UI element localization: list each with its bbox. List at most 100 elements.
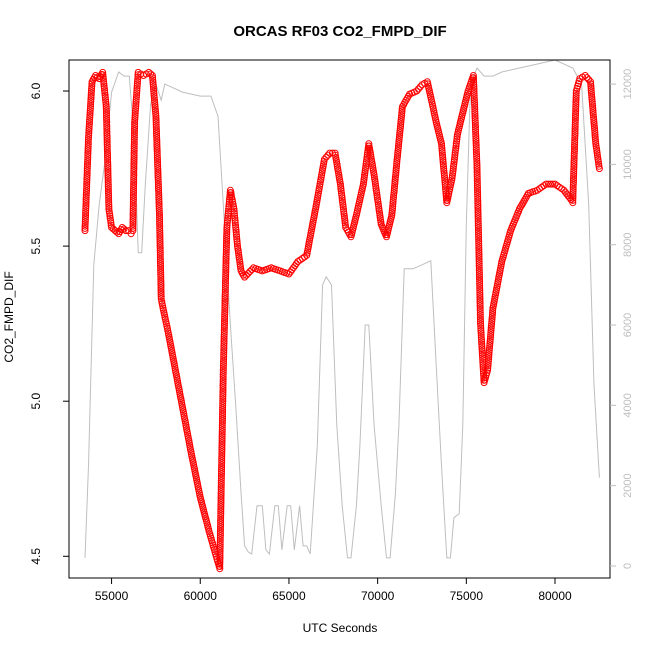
data-point-interp [149,76,157,84]
data-point-interp [439,153,447,161]
data-point-interp [157,279,165,287]
data-point-interp [104,183,112,191]
data-point-interp [105,189,112,197]
data-point-interp [217,492,225,500]
data-point-interp [223,226,231,234]
data-point-interp [130,142,138,150]
data-point-interp [470,90,478,97]
data-point-interp [341,217,349,225]
data-point-interp [473,166,481,174]
data-point-interp [220,337,228,345]
data-point-interp [153,147,161,155]
data-point-interp [221,302,229,309]
data-point-interp [219,362,227,370]
data-point-interp [216,540,224,548]
data-point-interp [572,103,580,111]
data-point-interp [224,217,231,224]
data-point-interp [84,154,92,161]
data-point-interp [155,193,163,201]
data-point-interp [151,105,159,113]
data-point-interp [570,159,578,166]
data-point-interp [130,167,138,175]
y-tick-label: 5.5 [29,237,43,254]
data-point-interp [484,362,492,370]
data-point-interp [129,204,137,212]
data-point-interp [486,340,494,348]
data-point-interp [473,168,481,176]
data-point-interp [390,184,398,192]
data-point-interp [156,218,164,226]
data-point-interp [571,123,579,131]
data-point-interp [517,203,525,211]
y2-tick-label: 6000 [622,313,634,337]
data-point-interp [393,160,401,168]
y2-tick-label: 10000 [622,149,634,180]
data-point-interp [438,149,446,157]
data-point-interp [217,521,225,529]
data-point-interp [216,558,224,566]
y-axis-label: CO2_FMPD_DIF [2,271,16,362]
data-point-interp [103,111,110,119]
data-point-interp [450,156,458,164]
data-point-interp [232,226,240,234]
data-point-interp [471,99,478,106]
data-point-interp [230,207,238,215]
x-tick-label: 80000 [538,589,572,603]
data-point-interp [440,169,448,177]
data-point-interp [216,527,224,535]
data-point-interp [398,107,406,115]
data-point-interp [83,169,91,177]
data-point-interp [154,163,162,171]
data-point-interp [396,131,404,139]
data-point-interp [102,100,110,108]
data-point-interp [130,149,138,157]
data-point-interp [472,137,480,145]
data-point-interp [395,133,403,141]
data-point-interp [473,150,480,158]
data-point-interp [82,211,90,219]
data-point-interp [105,203,113,211]
data-point-interp [475,266,483,274]
data-point-interp [572,92,580,99]
data-point-interp [217,523,224,531]
data-point-interp [103,118,111,126]
data-point-interp [152,116,160,124]
data-point-interp [154,160,162,168]
data-point-interp [475,253,483,261]
data-point-interp [82,196,90,204]
data-point-interp [103,123,111,131]
data-point-interp [219,408,227,416]
data-point-interp [324,151,332,159]
data-point-interp [589,104,597,112]
data-point-interp [221,306,229,314]
data-point-interp [473,155,481,163]
data-point-interp [392,169,400,177]
data-point-interp [218,448,226,456]
data-point-interp [222,277,229,285]
data-point-interp [104,172,112,179]
data-point-interp [373,189,381,197]
data-point-interp [222,266,230,274]
data-point-interp [478,347,486,355]
data-point-interp [220,333,228,341]
data-point-interp [217,483,225,491]
data-point-interp [87,91,95,99]
data-point-interp [453,133,461,141]
data-point [122,227,130,235]
data-point-interp [132,102,140,110]
data-point-interp [130,147,138,155]
data-point-interp [219,384,227,392]
data-point-interp [453,135,461,143]
data-point-interp [475,264,483,272]
data-point-interp [130,180,138,188]
data-point-interp [103,138,111,146]
data-point-interp [222,279,229,287]
data-point-interp [470,87,478,95]
data-point-interp [222,259,230,267]
data-point-interp [218,465,225,473]
data-point-interp [375,202,383,210]
data-point-interp [131,114,139,121]
data-point-interp [339,201,347,209]
data-point-interp [470,81,478,88]
data-point-interp [471,108,479,115]
